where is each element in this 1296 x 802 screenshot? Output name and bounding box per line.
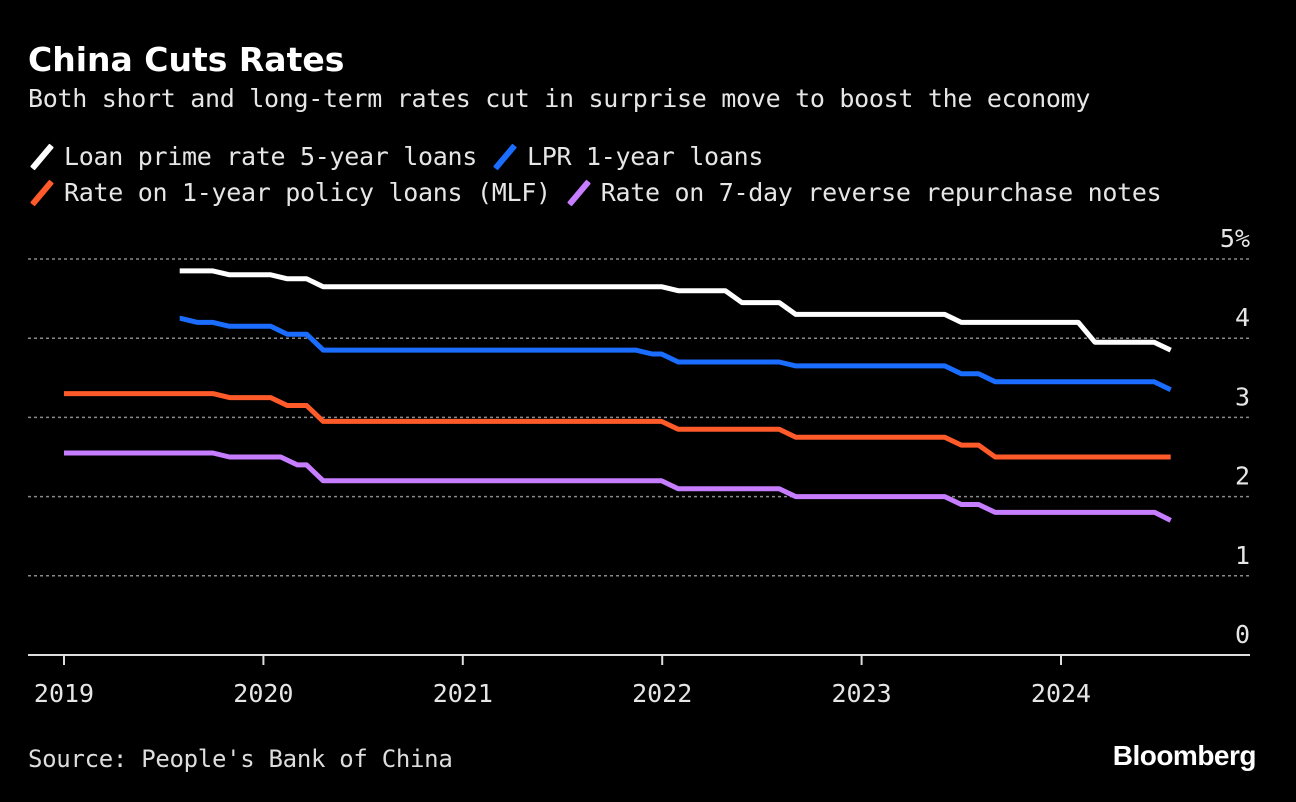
source-note: Source: People's Bank of China [28, 745, 453, 773]
x-tick-label: 2024 [1031, 679, 1091, 708]
y-tick-label: 1 [1235, 541, 1250, 570]
legend-label: Loan prime rate 5-year loans [64, 142, 478, 171]
y-tick-label: 4 [1235, 303, 1250, 332]
y-tick-label: 5% [1220, 224, 1250, 253]
legend-label: Rate on 1-year policy loans (MLF) [64, 178, 551, 207]
series-line [179, 268, 1172, 353]
chart-title: China Cuts Rates [28, 40, 345, 79]
legend-item: Loan prime rate 5-year loans [28, 142, 477, 171]
x-tick-label: 2022 [632, 679, 692, 708]
legend-item: Rate on 7-day reverse repurchase notes [565, 178, 1162, 207]
series-line [64, 450, 1172, 523]
legend-label: LPR 1-year loans [527, 142, 764, 171]
bloomberg-logo: Bloomberg [1112, 740, 1257, 771]
series-line [64, 391, 1171, 460]
legend-row-2: Rate on 1-year policy loans (MLF) Rate o… [28, 178, 1162, 207]
x-tick-label: 2020 [233, 679, 293, 708]
x-tick-label: 2019 [34, 679, 94, 708]
legend-label: Rate on 7-day reverse repurchase notes [600, 178, 1162, 207]
legend-row-1: Loan prime rate 5-year loans LPR 1-year … [28, 142, 763, 171]
chart-subtitle: Both short and long-term rates cut in su… [28, 84, 1091, 113]
legend-item: LPR 1-year loans [491, 142, 763, 171]
y-tick-label: 0 [1235, 620, 1250, 649]
y-tick-label: 3 [1235, 382, 1250, 411]
legend-item: Rate on 1-year policy loans (MLF) [28, 178, 551, 207]
x-tick-label: 2021 [433, 679, 493, 708]
series-line [178, 315, 1172, 392]
x-tick-label: 2023 [831, 679, 891, 708]
y-tick-label: 2 [1235, 462, 1250, 491]
